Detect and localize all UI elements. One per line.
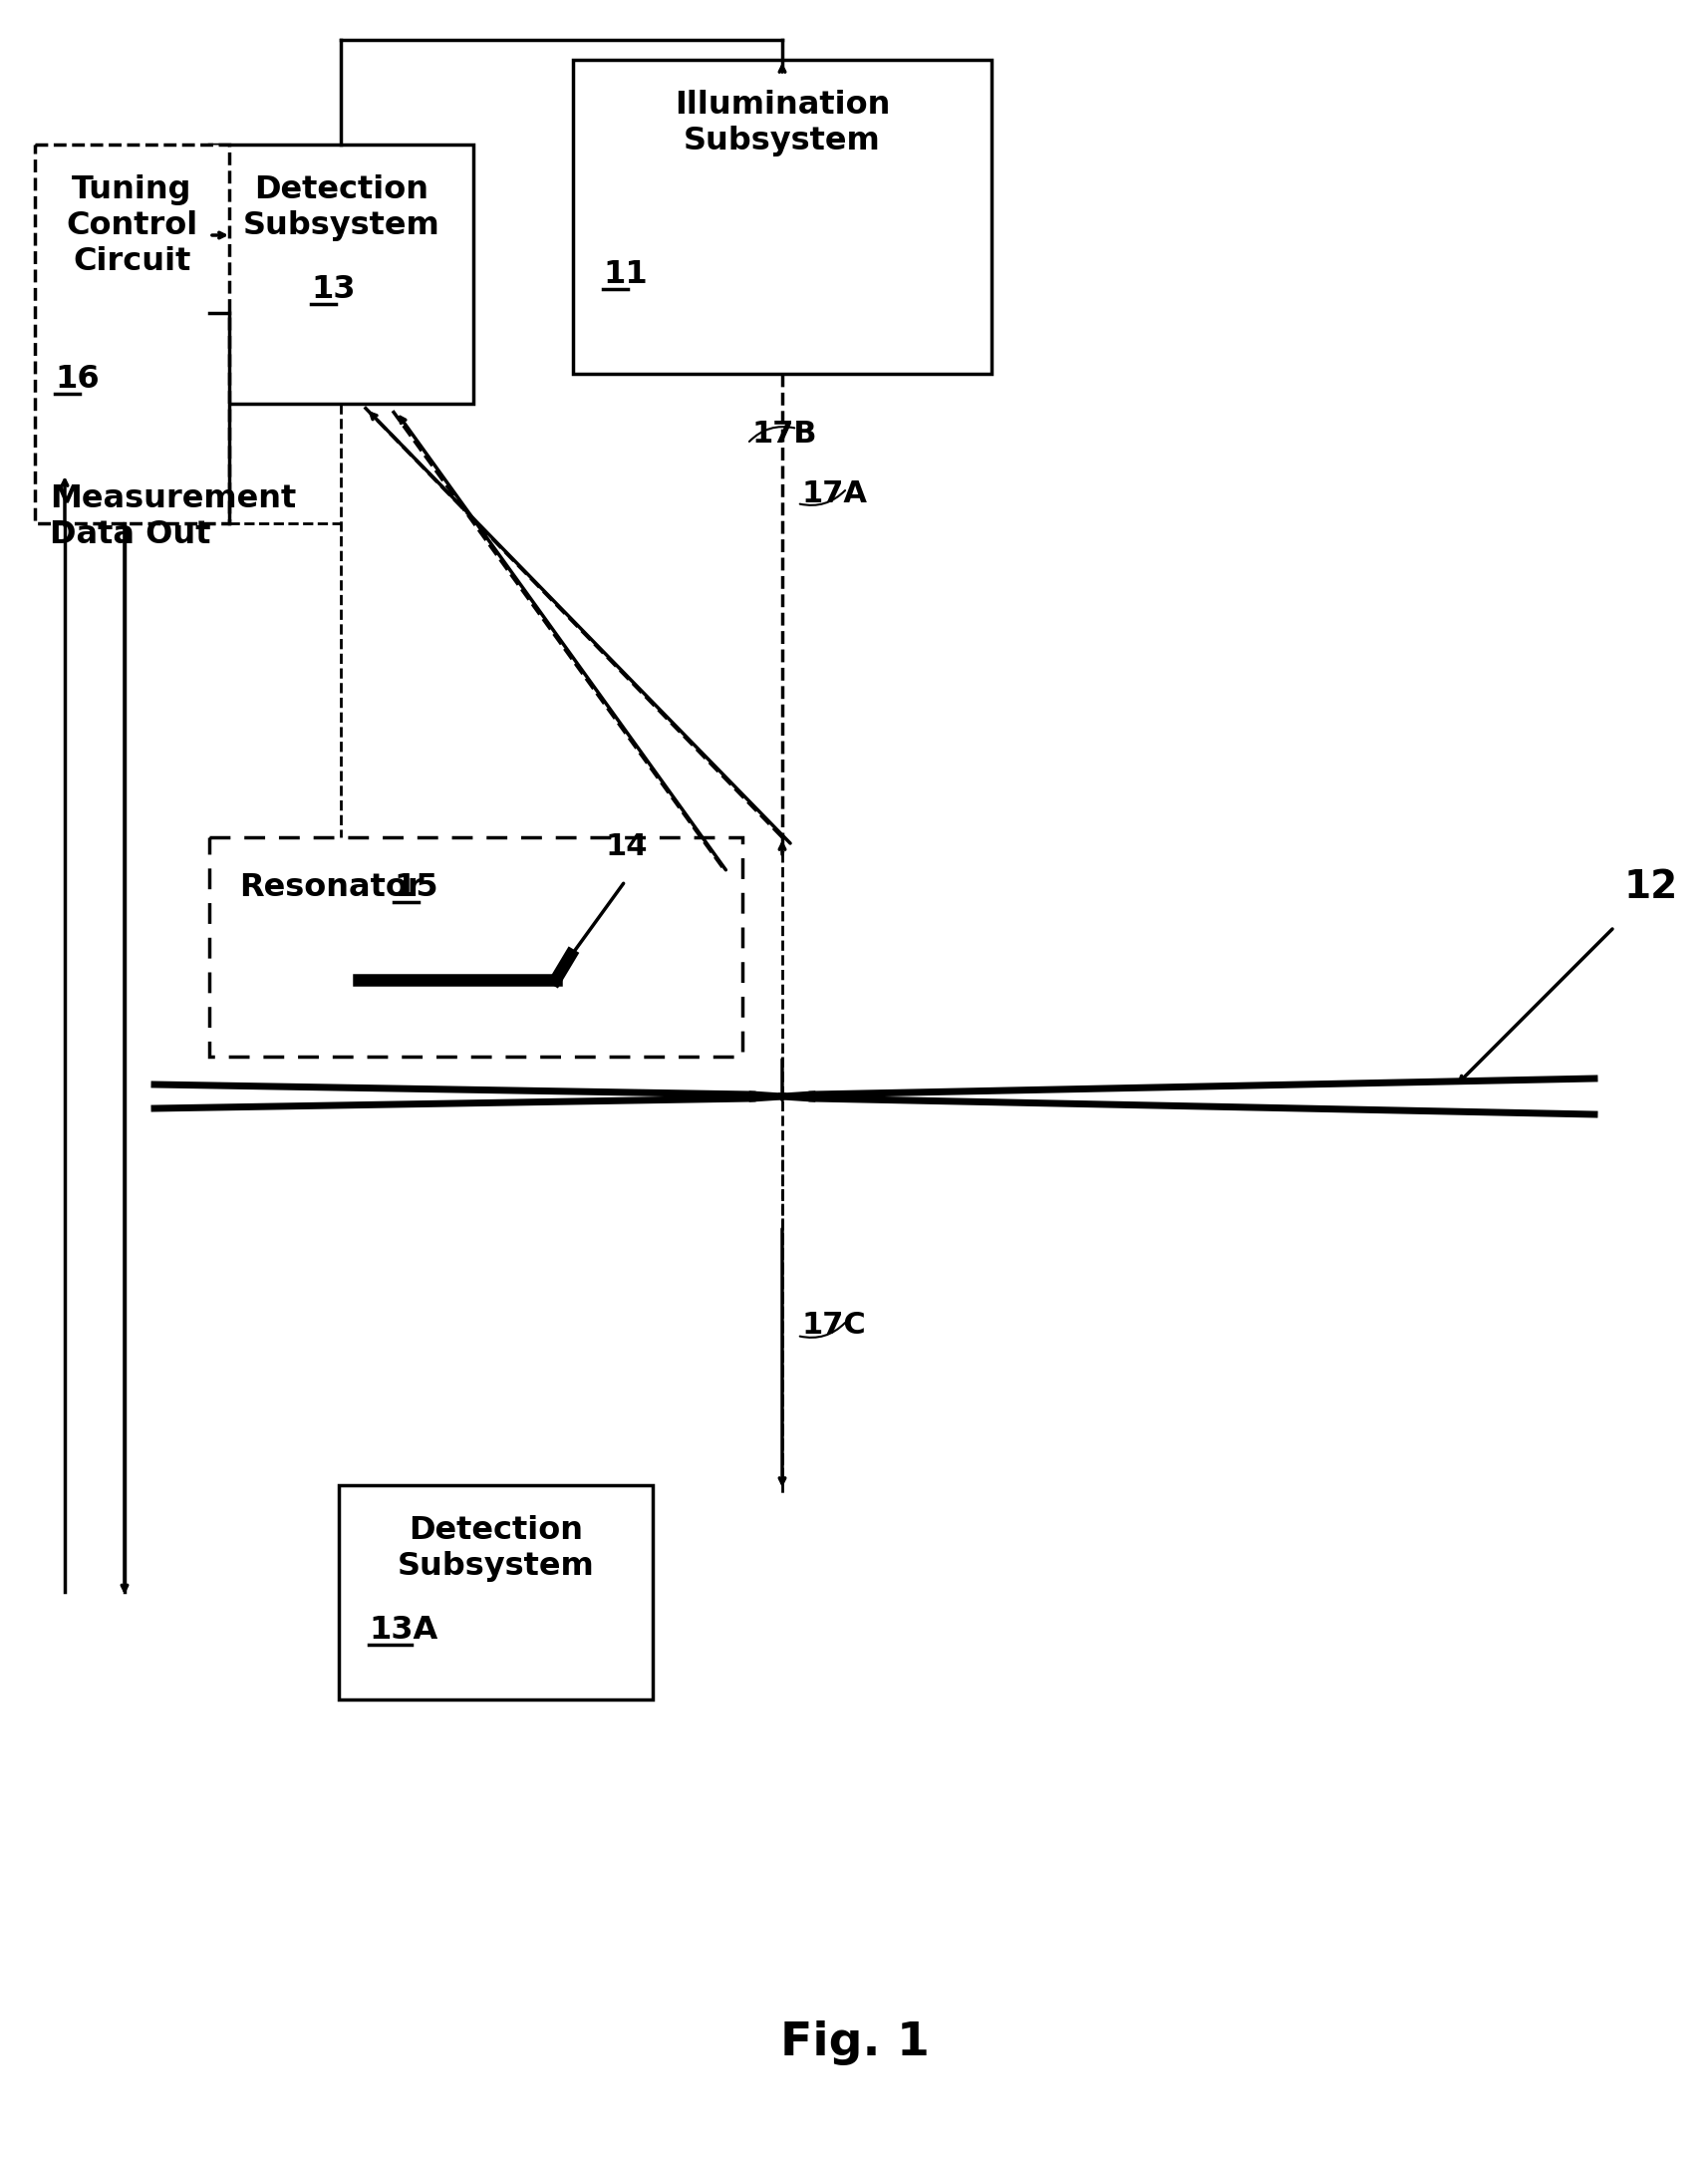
Bar — [572, 61, 991, 374]
Text: 17C: 17C — [801, 1311, 866, 1340]
Text: 13A: 13A — [369, 1614, 437, 1645]
Bar — [208, 837, 741, 1056]
Text: 13: 13 — [311, 275, 355, 305]
Text: 11: 11 — [603, 260, 647, 290]
Text: 14: 14 — [605, 833, 647, 861]
Bar — [34, 145, 229, 524]
Bar — [208, 145, 473, 405]
Text: 16: 16 — [55, 364, 99, 394]
Text: Illumination
Subsystem: Illumination Subsystem — [675, 89, 890, 156]
Text: Detection
Subsystem: Detection Subsystem — [396, 1515, 594, 1582]
Bar — [338, 1485, 652, 1699]
Text: 17B: 17B — [752, 420, 816, 448]
Text: Tuning
Control
Circuit: Tuning Control Circuit — [67, 175, 198, 277]
Text: 12: 12 — [1623, 868, 1677, 907]
Text: Measurement
Data Out: Measurement Data Out — [50, 483, 295, 550]
Text: 17A: 17A — [801, 478, 868, 509]
Text: 15: 15 — [393, 872, 437, 902]
Text: Resonator: Resonator — [239, 872, 424, 902]
Text: Detection
Subsystem: Detection Subsystem — [243, 175, 439, 240]
Text: Fig. 1: Fig. 1 — [779, 2021, 929, 2067]
